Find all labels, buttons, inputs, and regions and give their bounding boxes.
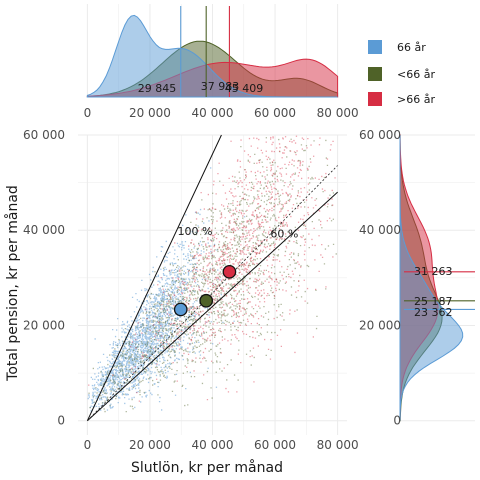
legend-swatch-0: [368, 40, 382, 54]
reference-line-steep: [86, 134, 222, 421]
top-mean-label-2: 45 409: [225, 82, 264, 95]
density-layer: [86, 14, 464, 422]
right-mean-label-2: 31 263: [414, 265, 453, 278]
y-tick-label-right: 40 000: [359, 223, 401, 237]
y-tick-label: 20 000: [23, 318, 65, 332]
reference-line-60: [87, 191, 338, 422]
x-tick-label: 60 000: [254, 438, 296, 452]
y-tick-label-right: 0: [393, 414, 401, 428]
legend-label-1: <66 år: [397, 68, 435, 81]
y-tick-label: 40 000: [23, 223, 65, 237]
x-tick-label-top: 80 000: [317, 106, 359, 120]
marks-layer: [173, 6, 475, 317]
reference-label-100: 100 %: [178, 225, 213, 238]
mean-point-2: [222, 264, 237, 279]
x-tick-label-top: 0: [84, 106, 92, 120]
mean-point-0: [173, 302, 188, 317]
top-mean-label-0: 29 845: [138, 82, 177, 95]
reference-label-60: 60 %: [270, 227, 298, 240]
right-mean-label-0: 23 362: [414, 306, 453, 319]
x-tick-label-top: 60 000: [254, 106, 296, 120]
y-tick-label-right: 20 000: [359, 318, 401, 332]
y-tick-label: 0: [57, 414, 65, 428]
right-mean-label-1: 25 187: [414, 295, 453, 308]
legend-label-0: 66 år: [397, 41, 426, 54]
y-tick-label-right: 60 000: [359, 128, 401, 142]
mean-point-1: [199, 293, 214, 308]
legend-swatch-2: [368, 92, 382, 106]
points-layer: [87, 135, 337, 413]
x-tick-label-top: 20 000: [129, 106, 171, 120]
legend-label-2: >66 år: [397, 93, 435, 106]
top-density-0: [86, 14, 338, 98]
x-tick-label: 40 000: [192, 438, 234, 452]
lines-layer: 100 % 60 %: [86, 134, 338, 422]
top-mean-label-1: 37 983: [201, 80, 240, 93]
reference-line-dashed: [87, 165, 338, 421]
x-tick-label-top: 40 000: [192, 106, 234, 120]
right-density-0: [399, 135, 464, 421]
x-tick-label: 0: [84, 438, 92, 452]
y-axis-title: Total pension, kr per månad: [4, 185, 21, 382]
x-tick-label: 80 000: [317, 438, 359, 452]
points-over-66: [88, 135, 336, 402]
x-axis-title: Slutlön, kr per månad: [131, 459, 283, 476]
x-tick-label: 20 000: [129, 438, 171, 452]
legend-swatch-1: [368, 67, 382, 81]
y-tick-label: 60 000: [23, 128, 65, 142]
points-66: [87, 167, 246, 413]
